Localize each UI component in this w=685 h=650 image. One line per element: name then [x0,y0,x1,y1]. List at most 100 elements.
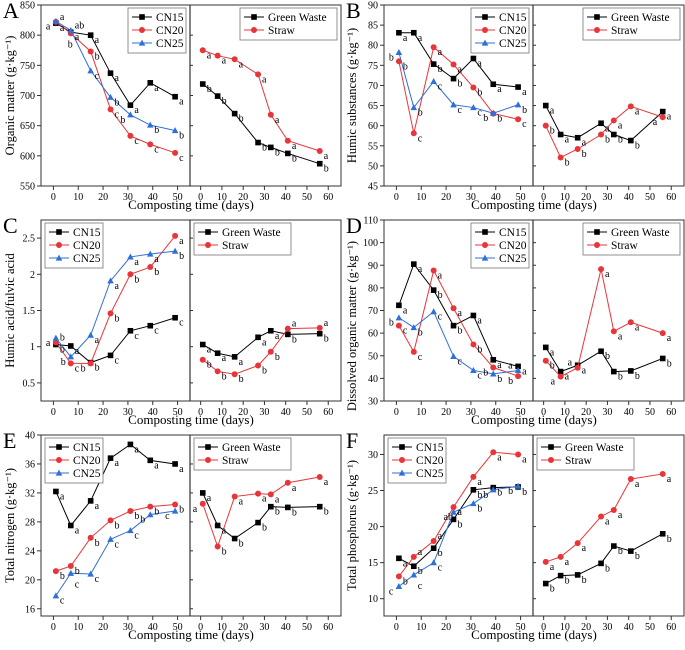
data-point [87,360,94,367]
significance-letter: a [60,12,65,23]
significance-letter: b [550,584,555,595]
x-tick-label: 50 [645,622,655,633]
panel-letter: A [3,0,19,23]
y-axis-label: Total phosphorus (g·kg⁻¹) [345,460,359,591]
y-tick-label: 40 [25,431,35,442]
significance-letter: b [222,96,227,107]
significance-letter: a [75,526,80,537]
significance-letter: b [483,368,488,379]
data-point [127,253,134,260]
significance-letter: a [193,504,198,515]
data-point [430,287,437,293]
y-tick-label: 20 [368,522,378,533]
significance-letter: a [179,236,184,247]
x-tick-label: 0 [51,192,56,203]
significance-letter: a [75,32,80,43]
significance-letter: a [403,558,408,569]
x-tick-label: 20 [98,622,108,633]
legend-label: CN20 [499,25,527,37]
y-tick-label: 90 [368,261,378,272]
significance-letter: b [438,64,443,75]
x-tick-label: 40 [281,407,291,418]
data-point [542,580,549,587]
significance-letter: c [154,326,159,337]
significance-letter: a [403,305,408,316]
significance-letter: a [60,23,65,34]
legend-marker [594,229,600,235]
data-point [515,84,521,90]
data-point [147,141,154,148]
significance-letter: a [565,372,570,383]
x-tick-label: 50 [645,192,655,203]
significance-letter: a [179,464,184,475]
significance-letter: a [458,507,463,518]
legend-label: Straw [222,240,250,252]
x-tick-label: 30 [602,407,612,418]
y-tick-label: 750 [20,61,35,72]
legend-marker [594,242,600,248]
data-point [628,137,634,144]
data-point [450,516,457,523]
data-point [231,535,238,542]
data-point [52,568,59,575]
data-point [67,569,75,576]
x-axis-label: Composting time (days) [471,627,597,642]
x-tick-label: 0 [541,622,546,633]
data-point [450,305,457,312]
panel-letter: D [346,213,362,238]
significance-letter: c [95,574,100,585]
x-tick-label: 40 [281,192,291,203]
y-tick-label: 20 [25,575,35,586]
x-tick-label: 50 [516,407,526,418]
significance-letter: c [154,144,159,155]
x-tick-label: 20 [581,407,591,418]
legend-marker [138,39,146,46]
data-point [430,267,437,274]
significance-letter: a [292,483,297,494]
data-point [627,319,634,326]
y-tick-label: 700 [20,91,35,102]
significance-letter: b [522,487,527,498]
x-axis-label: Composting time (days) [471,197,597,212]
significance-letter: c [60,596,65,607]
data-point [430,308,437,315]
significance-letter: a [207,493,212,504]
significance-letter: c [179,153,184,164]
subplot-left: 0 10 20 30 40 50CN15CN20CN25aabbaaaccaabbbbbc… [389,222,530,418]
x-tick-label: 40 [624,192,634,203]
x-tick-label: 20 [581,622,591,633]
x-tick-label: 30 [123,622,133,633]
legend-label: CN15 [73,442,101,454]
data-point [68,522,74,529]
significance-letter: a [222,56,227,67]
data-point [172,314,178,321]
significance-letter: b [497,114,502,125]
data-point [285,331,291,338]
data-point [199,81,206,87]
data-point [489,486,497,493]
significance-letter: b [262,143,267,154]
data-point [87,32,94,38]
data-point [627,475,634,482]
x-tick-label: 10 [416,407,426,418]
y-tick-label: 60 [368,121,378,132]
significance-letter: a [292,319,297,330]
significance-letter: b [95,538,100,549]
y-tick-label: 60 [368,329,378,340]
data-point [410,130,417,137]
data-point [490,364,497,371]
legend-label: CN15 [156,12,184,24]
significance-letter: c [179,318,184,329]
data-point [87,331,94,338]
significance-letter: a [568,358,573,369]
significance-letter: b [438,290,443,301]
data-point [610,328,617,335]
x-tick-label: 40 [148,407,158,418]
significance-letter: a [497,452,502,463]
data-point [52,339,59,346]
data-point [611,131,617,138]
significance-letter: a [653,117,658,128]
significance-letter: b [134,274,139,285]
